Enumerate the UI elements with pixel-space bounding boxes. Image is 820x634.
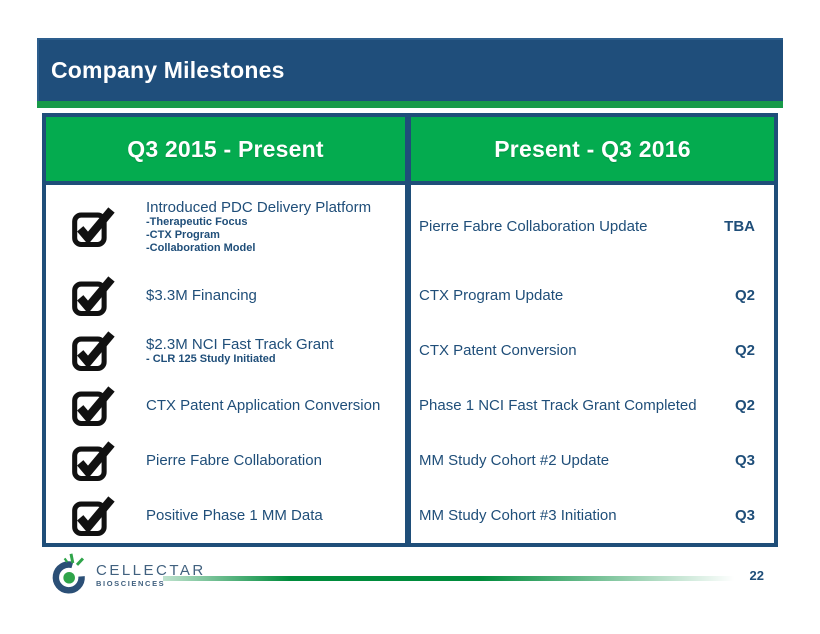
column-header-upcoming-label: Present - Q3 2016 xyxy=(494,135,691,162)
table-row: CTX Patent Application Conversion xyxy=(46,378,405,433)
milestone-text: Introduced PDC Delivery Platform -Therap… xyxy=(146,199,371,255)
checked-checkbox-icon xyxy=(70,274,118,318)
milestones-table: Q3 2015 - Present Introduced PDC Deliver… xyxy=(42,113,778,547)
milestone-text: Pierre Fabre Collaboration xyxy=(146,452,322,469)
table-row: Positive Phase 1 MM Data xyxy=(46,488,405,543)
table-row: Introduced PDC Delivery Platform -Therap… xyxy=(46,185,405,268)
checked-checkbox-icon xyxy=(70,439,118,483)
milestone-title: $3.3M Financing xyxy=(146,287,257,304)
page-number: 22 xyxy=(749,568,764,583)
table-row: CTX Program Update Q2 xyxy=(411,268,774,323)
quarter-badge: Q3 xyxy=(734,507,755,524)
checked-checkbox-icon xyxy=(70,494,118,538)
column-past-milestones: Q3 2015 - Present Introduced PDC Deliver… xyxy=(46,117,405,543)
checked-checkbox-icon xyxy=(70,329,118,373)
title-banner: Company Milestones xyxy=(37,38,783,101)
milestone-text: CTX Patent Application Conversion xyxy=(146,397,380,414)
milestone-subitem: -CTX Program xyxy=(146,228,220,241)
table-row: $3.3M Financing xyxy=(46,268,405,323)
table-row: MM Study Cohort #3 Initiation Q3 xyxy=(411,488,774,543)
milestone-subitem: -Collaboration Model xyxy=(146,241,256,254)
milestone-title: CTX Patent Application Conversion xyxy=(146,397,381,414)
milestone-label: MM Study Cohort #2 Update xyxy=(419,452,610,469)
title-banner-green-strip xyxy=(37,101,783,108)
column-divider xyxy=(405,117,411,543)
table-row: MM Study Cohort #2 Update Q3 xyxy=(411,433,774,488)
milestone-text: $3.3M Financing xyxy=(146,287,257,304)
logo-company-name: CELLECTAR xyxy=(96,562,206,579)
milestone-text: $2.3M NCI Fast Track Grant - CLR 125 Stu… xyxy=(146,336,334,366)
logo-company-subtitle: BIOSCIENCES xyxy=(96,579,166,588)
milestone-title: $2.3M NCI Fast Track Grant xyxy=(146,335,334,353)
milestone-label: CTX Patent Conversion xyxy=(419,342,577,359)
cellectar-logo-icon xyxy=(48,551,94,599)
column-upcoming-milestones: Present - Q3 2016 Pierre Fabre Collabora… xyxy=(411,117,774,543)
milestone-title: Introduced PDC Delivery Platform xyxy=(146,198,372,216)
milestone-text: Positive Phase 1 MM Data xyxy=(146,507,323,524)
milestone-label: MM Study Cohort #3 Initiation xyxy=(419,507,617,524)
footer-gradient-line xyxy=(163,576,740,581)
table-row: Phase 1 NCI Fast Track Grant Completed Q… xyxy=(411,378,774,433)
quarter-badge: Q2 xyxy=(734,342,755,359)
quarter-badge: Q3 xyxy=(734,452,755,469)
column-header-past-label: Q3 2015 - Present xyxy=(127,135,324,162)
company-logo: CELLECTAR BIOSCIENCES xyxy=(48,551,206,599)
quarter-badge: Q2 xyxy=(734,287,755,304)
checked-checkbox-icon xyxy=(70,205,118,249)
milestone-subitem: -Therapeutic Focus xyxy=(146,215,248,228)
column-header-past: Q3 2015 - Present xyxy=(46,117,405,185)
column-header-upcoming: Present - Q3 2016 xyxy=(411,117,774,185)
milestone-title: Pierre Fabre Collaboration xyxy=(146,452,322,469)
logo-text: CELLECTAR BIOSCIENCES xyxy=(96,563,206,588)
table-row: Pierre Fabre Collaboration Update TBA xyxy=(411,185,774,268)
milestone-title: Positive Phase 1 MM Data xyxy=(146,507,323,524)
milestone-label: CTX Program Update xyxy=(419,287,564,304)
table-row: $2.3M NCI Fast Track Grant - CLR 125 Stu… xyxy=(46,323,405,378)
quarter-badge: Q2 xyxy=(734,397,755,414)
milestone-subitem: - CLR 125 Study Initiated xyxy=(146,352,276,365)
checked-checkbox-icon xyxy=(70,384,118,428)
table-row: CTX Patent Conversion Q2 xyxy=(411,323,774,378)
milestone-label: Phase 1 NCI Fast Track Grant Completed xyxy=(419,397,697,414)
milestone-label: Pierre Fabre Collaboration Update xyxy=(419,218,648,235)
quarter-badge: TBA xyxy=(724,218,755,235)
page-title: Company Milestones xyxy=(51,57,285,83)
table-row: Pierre Fabre Collaboration xyxy=(46,433,405,488)
